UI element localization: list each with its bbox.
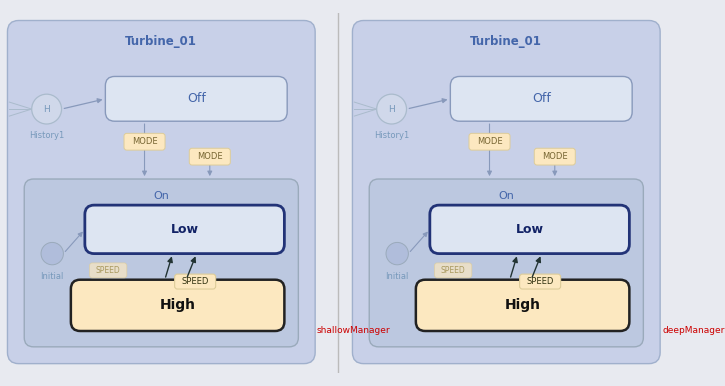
Text: History1: History1	[29, 132, 65, 141]
Circle shape	[386, 242, 408, 265]
Text: MODE: MODE	[542, 152, 568, 161]
Text: MODE: MODE	[477, 137, 502, 146]
Circle shape	[32, 94, 62, 124]
FancyBboxPatch shape	[430, 205, 629, 254]
Text: H: H	[388, 105, 395, 113]
Text: deepManager: deepManager	[662, 326, 724, 335]
FancyBboxPatch shape	[7, 20, 315, 364]
FancyBboxPatch shape	[124, 133, 165, 150]
Text: MODE: MODE	[197, 152, 223, 161]
Text: H: H	[44, 105, 50, 113]
FancyBboxPatch shape	[85, 205, 284, 254]
Text: Off: Off	[187, 92, 206, 105]
Text: Initial: Initial	[41, 272, 64, 281]
Text: Turbine_01: Turbine_01	[471, 36, 542, 48]
FancyBboxPatch shape	[175, 274, 215, 289]
Text: SPEED: SPEED	[526, 277, 554, 286]
Text: Low: Low	[170, 223, 199, 236]
FancyBboxPatch shape	[189, 148, 231, 165]
FancyBboxPatch shape	[71, 280, 284, 331]
FancyBboxPatch shape	[534, 148, 576, 165]
FancyBboxPatch shape	[450, 76, 632, 121]
Text: History1: History1	[374, 132, 409, 141]
Text: Off: Off	[532, 92, 551, 105]
Text: SPEED: SPEED	[96, 266, 120, 275]
FancyBboxPatch shape	[24, 179, 299, 347]
Text: On: On	[154, 191, 169, 201]
FancyBboxPatch shape	[369, 179, 643, 347]
Text: Initial: Initial	[386, 272, 409, 281]
Text: SPEED: SPEED	[441, 266, 465, 275]
FancyBboxPatch shape	[352, 20, 660, 364]
FancyBboxPatch shape	[520, 274, 560, 289]
FancyBboxPatch shape	[434, 263, 472, 278]
Circle shape	[41, 242, 63, 265]
Text: Turbine_01: Turbine_01	[125, 36, 197, 48]
Text: High: High	[505, 298, 541, 312]
Text: High: High	[160, 298, 196, 312]
Text: shallowManager: shallowManager	[317, 326, 391, 335]
Circle shape	[377, 94, 407, 124]
Text: On: On	[498, 191, 514, 201]
Text: Low: Low	[515, 223, 544, 236]
Text: SPEED: SPEED	[181, 277, 209, 286]
FancyBboxPatch shape	[89, 263, 127, 278]
FancyBboxPatch shape	[469, 133, 510, 150]
FancyBboxPatch shape	[105, 76, 287, 121]
Text: MODE: MODE	[132, 137, 157, 146]
FancyBboxPatch shape	[416, 280, 629, 331]
